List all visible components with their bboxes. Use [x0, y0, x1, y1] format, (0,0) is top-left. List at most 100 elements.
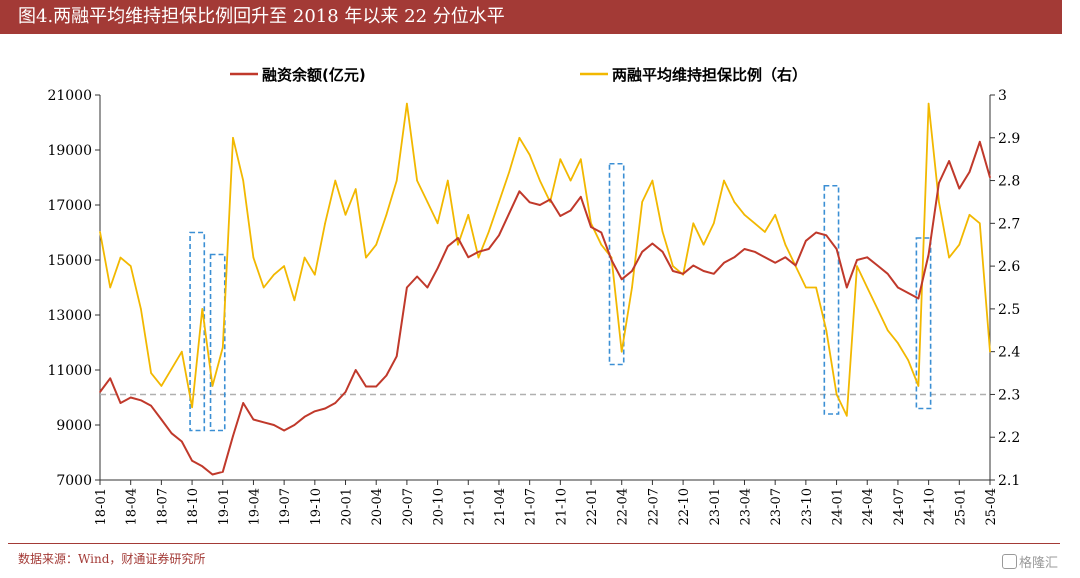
point-guarantee-ratio — [262, 286, 265, 289]
y-left-tick-label: 11000 — [47, 363, 92, 379]
point-guarantee-ratio — [252, 256, 255, 259]
point-margin-balance — [845, 286, 848, 289]
point-margin-balance — [876, 264, 879, 267]
point-margin-balance — [314, 410, 316, 413]
point-guarantee-ratio — [395, 179, 398, 182]
point-margin-balance — [150, 404, 152, 407]
x-tick-label: 22-07 — [646, 488, 661, 525]
highlight-box — [823, 184, 840, 415]
point-guarantee-ratio — [815, 286, 817, 289]
x-tick-label: 22-01 — [585, 488, 600, 525]
point-guarantee-ratio — [620, 350, 623, 353]
point-margin-balance — [907, 292, 909, 294]
point-guarantee-ratio — [232, 136, 234, 139]
point-margin-balance — [498, 234, 500, 237]
y-right-tick-label: 2.3 — [998, 387, 1020, 403]
point-margin-balance — [262, 421, 265, 424]
point-margin-balance — [487, 248, 490, 250]
point-margin-balance — [917, 297, 920, 300]
point-guarantee-ratio — [129, 265, 132, 267]
point-guarantee-ratio — [989, 350, 991, 353]
point-margin-balance — [672, 270, 674, 272]
y-left-tick-label: 19000 — [47, 143, 92, 159]
point-margin-balance — [835, 248, 838, 250]
point-guarantee-ratio — [764, 231, 766, 233]
x-tick-label: 24-07 — [892, 488, 907, 525]
point-margin-balance — [303, 415, 306, 418]
point-margin-balance — [886, 272, 889, 275]
point-guarantee-ratio — [978, 222, 981, 225]
x-tick-label: 23-07 — [769, 488, 784, 525]
x-tick-label: 19-01 — [217, 488, 232, 525]
point-margin-balance — [99, 391, 101, 393]
y-right-tick-label: 2.8 — [998, 174, 1020, 190]
point-margin-balance — [805, 239, 807, 242]
point-guarantee-ratio — [385, 213, 388, 216]
point-guarantee-ratio — [416, 179, 418, 182]
y-left-tick-label: 15000 — [47, 253, 92, 269]
point-margin-balance — [927, 253, 930, 256]
x-tick-label: 20-04 — [370, 488, 385, 525]
point-guarantee-ratio — [221, 346, 224, 349]
y-left-tick-label: 9000 — [56, 418, 92, 434]
x-tick-label: 21-04 — [493, 488, 508, 525]
point-margin-balance — [856, 259, 858, 261]
point-margin-balance — [293, 424, 296, 426]
x-tick-label: 24-10 — [923, 488, 938, 525]
y-right-tick-label: 2.6 — [998, 259, 1020, 275]
point-guarantee-ratio — [150, 372, 152, 374]
point-margin-balance — [508, 212, 510, 215]
y-right-tick-label: 2.1 — [998, 473, 1020, 489]
point-guarantee-ratio — [365, 256, 367, 259]
point-margin-balance — [968, 171, 971, 173]
y-right-tick-label: 2.2 — [998, 430, 1020, 446]
point-guarantee-ratio — [487, 231, 490, 233]
y-left-tick-label: 7000 — [56, 473, 92, 489]
point-guarantee-ratio — [539, 179, 541, 182]
x-tick-label: 24-04 — [861, 488, 876, 525]
point-margin-balance — [457, 237, 459, 239]
point-margin-balance — [764, 256, 766, 259]
point-guarantee-ratio — [426, 201, 429, 203]
point-guarantee-ratio — [641, 201, 643, 203]
point-margin-balance — [170, 432, 173, 435]
point-margin-balance — [958, 187, 961, 190]
point-margin-balance — [559, 215, 562, 217]
point-guarantee-ratio — [907, 359, 909, 362]
point-guarantee-ratio — [733, 201, 736, 203]
x-tick-label: 20-01 — [340, 488, 355, 525]
point-guarantee-ratio — [835, 393, 838, 396]
point-margin-balance — [682, 272, 684, 275]
point-guarantee-ratio — [457, 243, 459, 246]
highlight-boxes — [189, 162, 932, 432]
point-guarantee-ratio — [723, 179, 725, 182]
point-guarantee-ratio — [447, 179, 449, 182]
point-guarantee-ratio — [661, 231, 664, 233]
point-margin-balance — [365, 385, 367, 388]
point-guarantee-ratio — [518, 136, 521, 139]
point-margin-balance — [191, 459, 193, 462]
series-line-guarantee-ratio — [99, 102, 991, 417]
point-guarantee-ratio — [784, 243, 787, 246]
point-guarantee-ratio — [467, 213, 470, 216]
point-margin-balance — [119, 402, 122, 404]
point-guarantee-ratio — [283, 265, 285, 267]
point-margin-balance — [815, 231, 817, 234]
point-margin-balance — [447, 245, 449, 248]
point-guarantee-ratio — [600, 243, 603, 246]
x-tick-label: 21-10 — [554, 488, 569, 525]
point-margin-balance — [825, 234, 828, 237]
point-guarantee-ratio — [314, 273, 316, 276]
point-margin-balance — [201, 465, 204, 468]
point-guarantee-ratio — [109, 286, 112, 289]
x-tick-label: 21-07 — [524, 488, 539, 525]
watermark-text: 格隆汇 — [1019, 556, 1059, 571]
point-guarantee-ratio — [273, 273, 275, 276]
point-margin-balance — [620, 278, 623, 281]
y-left-tick-label: 17000 — [47, 198, 92, 214]
point-margin-balance — [232, 435, 234, 437]
point-margin-balance — [344, 391, 347, 393]
point-margin-balance — [948, 160, 950, 162]
point-margin-balance — [590, 226, 592, 228]
point-margin-balance — [211, 473, 214, 476]
